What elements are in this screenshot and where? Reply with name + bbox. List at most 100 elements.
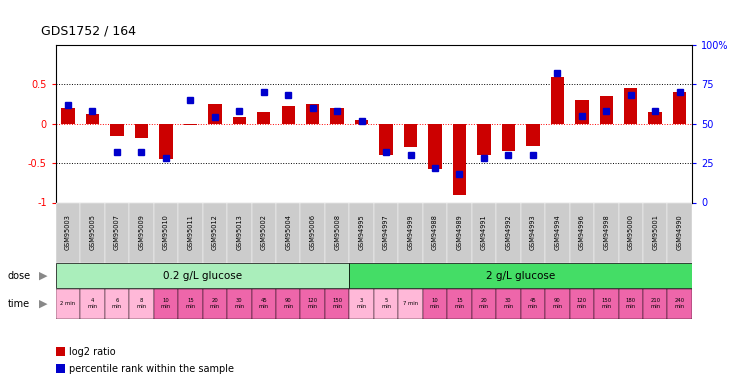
Bar (551, 76, 564, 124)
Text: GSM95013: GSM95013 (237, 214, 243, 250)
Text: GSM94997: GSM94997 (383, 214, 389, 250)
Text: GSM95004: GSM95004 (285, 214, 291, 250)
Text: 240
min: 240 min (675, 298, 684, 309)
Bar (667, 202, 692, 262)
Bar (281, 106, 295, 124)
Text: GSM94991: GSM94991 (481, 214, 487, 250)
Bar (154, 202, 178, 262)
Text: GSM95008: GSM95008 (334, 214, 340, 250)
Bar (202, 289, 227, 319)
Bar (154, 289, 178, 319)
Bar (379, 124, 393, 155)
Text: GSM95000: GSM95000 (628, 214, 634, 250)
Bar (80, 202, 105, 262)
Bar (526, 124, 539, 146)
Bar (472, 289, 496, 319)
Bar (129, 202, 154, 262)
Text: percentile rank within the sample: percentile rank within the sample (69, 364, 234, 374)
Text: 90
min: 90 min (283, 298, 293, 309)
Bar (325, 289, 350, 319)
Bar (618, 289, 643, 319)
Bar (178, 202, 202, 262)
Bar (276, 289, 301, 319)
Bar (398, 202, 423, 262)
Text: GSM95006: GSM95006 (310, 214, 315, 250)
Bar (398, 289, 423, 319)
Text: 20
min: 20 min (479, 298, 489, 309)
Bar (61, 108, 74, 124)
Bar (159, 124, 173, 159)
Bar (429, 124, 442, 170)
Text: 4
min: 4 min (88, 298, 97, 309)
Text: GSM95005: GSM95005 (89, 214, 95, 250)
Text: time: time (7, 299, 30, 309)
Bar (594, 202, 618, 262)
Bar (643, 202, 667, 262)
Bar (350, 202, 374, 262)
Text: GDS1752 / 164: GDS1752 / 164 (41, 24, 136, 38)
Text: GSM95001: GSM95001 (652, 214, 658, 250)
Text: GSM94989: GSM94989 (457, 214, 463, 250)
Bar (325, 202, 350, 262)
Text: 6
min: 6 min (112, 298, 122, 309)
Bar (227, 202, 251, 262)
Text: 10
min: 10 min (161, 298, 171, 309)
Text: 45
min: 45 min (259, 298, 269, 309)
Bar (423, 202, 447, 262)
Text: 30
min: 30 min (234, 298, 244, 309)
Bar (472, 202, 496, 262)
Bar (135, 124, 148, 138)
Text: ▶: ▶ (39, 271, 48, 280)
Bar (202, 202, 227, 262)
Text: 90
min: 90 min (552, 298, 562, 309)
Bar (301, 289, 325, 319)
Bar (521, 202, 545, 262)
Bar (447, 202, 472, 262)
Bar (570, 289, 594, 319)
Bar (110, 124, 124, 136)
Text: GSM94996: GSM94996 (579, 214, 585, 250)
Text: 150
min: 150 min (601, 298, 612, 309)
Bar (86, 114, 99, 124)
Bar (575, 100, 589, 124)
Bar (184, 124, 197, 125)
Bar (570, 202, 594, 262)
Bar (477, 124, 491, 155)
Text: log2 ratio: log2 ratio (69, 347, 116, 357)
Bar (306, 104, 319, 124)
Bar (350, 263, 692, 288)
Bar (649, 112, 662, 124)
Bar (453, 124, 466, 195)
Bar (56, 202, 80, 262)
Text: 30
min: 30 min (504, 298, 513, 309)
Text: GSM94988: GSM94988 (432, 214, 438, 250)
Bar (600, 96, 613, 124)
Bar (330, 108, 344, 124)
Text: 7 min: 7 min (403, 301, 418, 306)
Bar (251, 202, 276, 262)
Text: dose: dose (7, 271, 31, 280)
Text: 5
min: 5 min (381, 298, 391, 309)
Text: GSM95002: GSM95002 (260, 214, 267, 250)
Text: 2 g/L glucose: 2 g/L glucose (486, 271, 555, 280)
Bar (105, 289, 129, 319)
Bar (496, 202, 521, 262)
Text: 20
min: 20 min (210, 298, 220, 309)
Bar (129, 289, 154, 319)
Bar (355, 120, 368, 124)
Bar (251, 289, 276, 319)
Text: 8
min: 8 min (136, 298, 147, 309)
Bar (257, 112, 271, 124)
Text: 10
min: 10 min (430, 298, 440, 309)
Bar (667, 289, 692, 319)
Bar (56, 289, 80, 319)
Text: ▶: ▶ (39, 299, 48, 309)
Text: 120
min: 120 min (307, 298, 318, 309)
Bar (447, 289, 472, 319)
Bar (545, 289, 570, 319)
Text: 45
min: 45 min (527, 298, 538, 309)
Bar (423, 289, 447, 319)
Bar (374, 289, 398, 319)
Bar (496, 289, 521, 319)
Text: 2 min: 2 min (60, 301, 76, 306)
